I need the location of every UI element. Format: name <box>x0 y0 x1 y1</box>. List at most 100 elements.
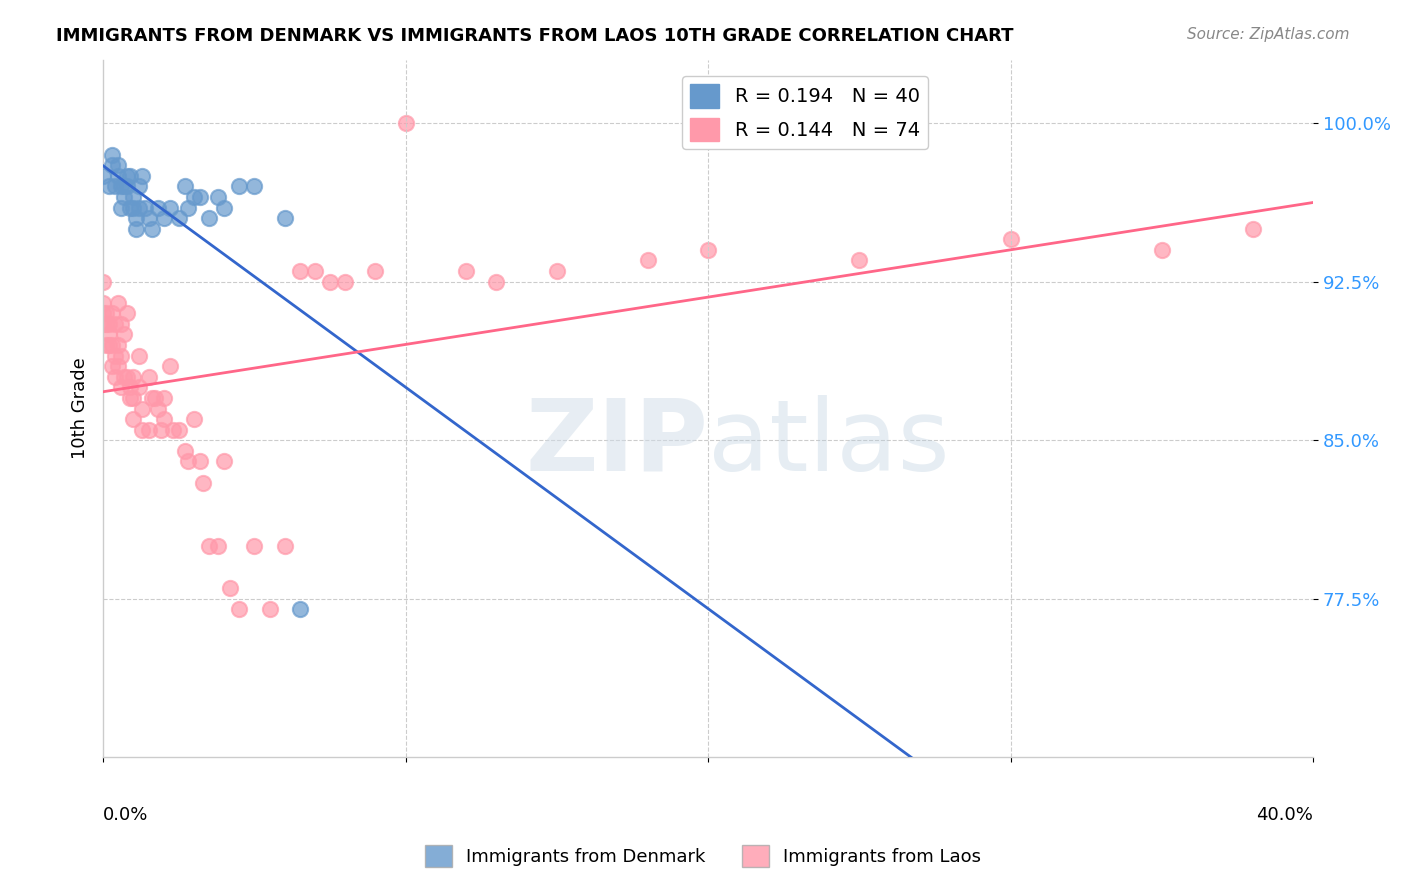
Point <box>112 369 135 384</box>
Point <box>207 539 229 553</box>
Point <box>485 275 508 289</box>
Point <box>138 423 160 437</box>
Point <box>146 401 169 416</box>
Point <box>177 454 200 468</box>
Point <box>273 539 295 553</box>
Point <box>177 201 200 215</box>
Point <box>91 317 114 331</box>
Point <box>104 179 127 194</box>
Text: 40.0%: 40.0% <box>1257 806 1313 824</box>
Text: Source: ZipAtlas.com: Source: ZipAtlas.com <box>1187 27 1350 42</box>
Point <box>188 454 211 468</box>
Point <box>198 539 221 553</box>
Point <box>273 211 295 226</box>
Point <box>101 158 124 172</box>
Point <box>141 221 163 235</box>
Point <box>120 391 142 405</box>
Point <box>183 190 205 204</box>
Point <box>98 327 121 342</box>
Point <box>191 475 214 490</box>
Point <box>319 275 342 289</box>
Point <box>167 423 190 437</box>
Point <box>1000 232 1022 246</box>
Point <box>98 338 121 352</box>
Point <box>131 423 153 437</box>
Point <box>162 423 184 437</box>
Point <box>117 306 139 320</box>
Point <box>152 391 174 405</box>
Point <box>110 349 132 363</box>
Point <box>188 190 211 204</box>
Point <box>125 211 148 226</box>
Point <box>110 317 132 331</box>
Point <box>120 169 142 183</box>
Point <box>219 581 242 595</box>
Point <box>98 179 121 194</box>
Point <box>212 454 235 468</box>
Point <box>183 412 205 426</box>
Point <box>104 349 127 363</box>
Point <box>117 179 139 194</box>
Point <box>152 211 174 226</box>
Point <box>1150 243 1173 257</box>
Point <box>91 306 114 320</box>
Point <box>152 412 174 426</box>
Point <box>288 602 311 616</box>
Point <box>128 201 150 215</box>
Point <box>637 253 659 268</box>
Point <box>131 401 153 416</box>
Point <box>149 423 172 437</box>
Point <box>207 190 229 204</box>
Point <box>101 306 124 320</box>
Point <box>848 253 870 268</box>
Point <box>96 317 118 331</box>
Point <box>122 201 145 215</box>
Point <box>110 201 132 215</box>
Point <box>167 211 190 226</box>
Point <box>456 264 478 278</box>
Point <box>122 391 145 405</box>
Point <box>212 201 235 215</box>
Point <box>128 349 150 363</box>
Point <box>128 179 150 194</box>
Point <box>107 158 129 172</box>
Point <box>243 179 266 194</box>
Point <box>112 190 135 204</box>
Point <box>107 295 129 310</box>
Point <box>198 211 221 226</box>
Point <box>96 306 118 320</box>
Point <box>122 369 145 384</box>
Point <box>125 221 148 235</box>
Point <box>159 359 181 374</box>
Point <box>107 359 129 374</box>
Point <box>173 443 195 458</box>
Text: atlas: atlas <box>709 395 950 491</box>
Point <box>138 211 160 226</box>
Point <box>243 539 266 553</box>
Point <box>110 380 132 394</box>
Point <box>117 169 139 183</box>
Point <box>110 179 132 194</box>
Point <box>122 190 145 204</box>
Point <box>395 116 418 130</box>
Point <box>364 264 387 278</box>
Point <box>1241 221 1264 235</box>
Point <box>546 264 568 278</box>
Point <box>112 327 135 342</box>
Point <box>173 179 195 194</box>
Point <box>138 369 160 384</box>
Legend: R = 0.194   N = 40, R = 0.144   N = 74: R = 0.194 N = 40, R = 0.144 N = 74 <box>682 77 928 149</box>
Point <box>107 169 129 183</box>
Point <box>159 201 181 215</box>
Point <box>259 602 281 616</box>
Legend: Immigrants from Denmark, Immigrants from Laos: Immigrants from Denmark, Immigrants from… <box>418 838 988 874</box>
Point <box>128 380 150 394</box>
Point <box>288 264 311 278</box>
Point <box>101 338 124 352</box>
Point <box>228 602 250 616</box>
Point <box>143 391 166 405</box>
Text: ZIP: ZIP <box>526 395 709 491</box>
Point <box>101 147 124 161</box>
Point <box>104 369 127 384</box>
Point <box>112 179 135 194</box>
